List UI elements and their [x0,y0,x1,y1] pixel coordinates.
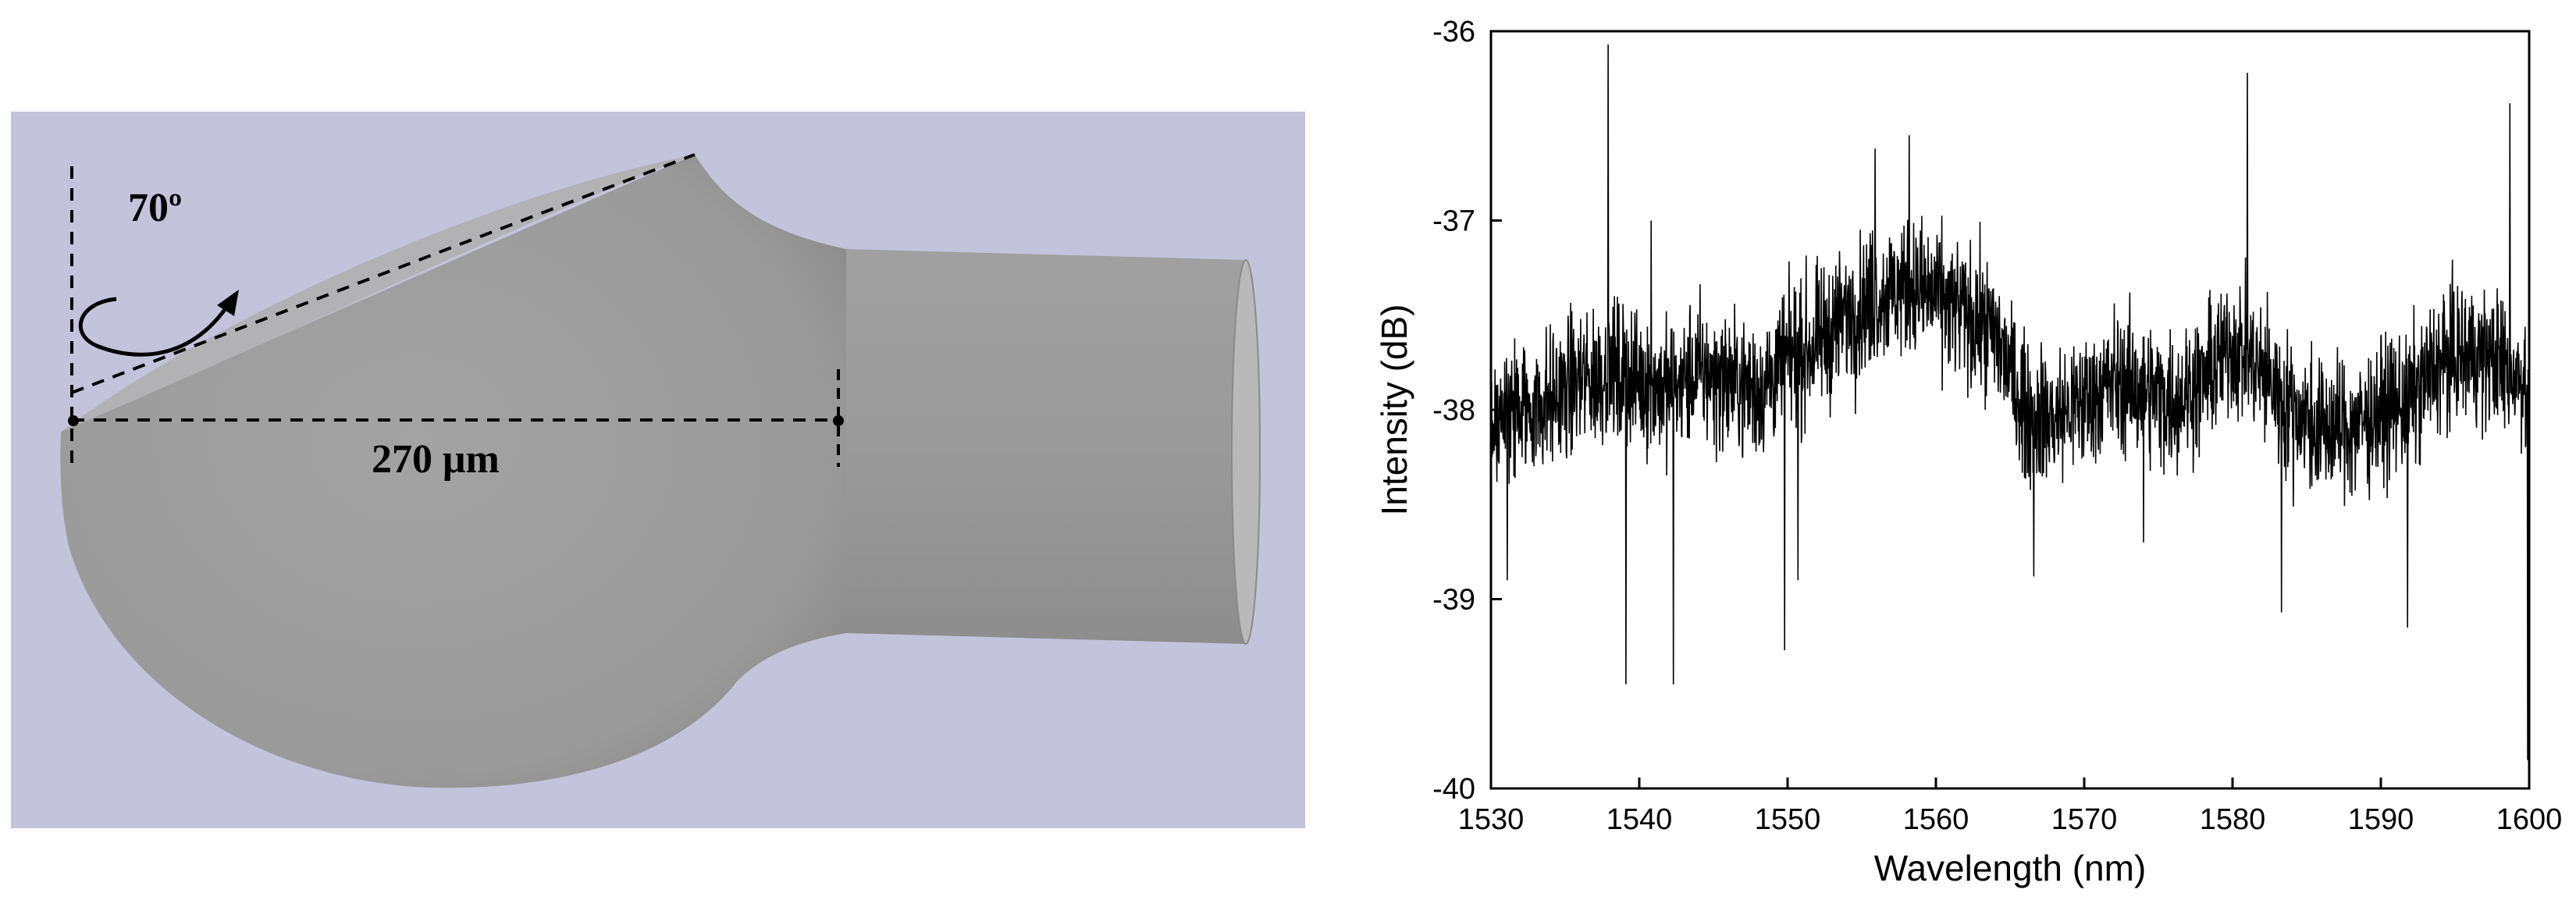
ball-lens-body [60,155,847,788]
y-tick-label: -37 [1432,205,1475,238]
angled-cleave-face [61,155,695,432]
y-tick-label: -36 [1432,16,1475,48]
length-start-dot [68,415,79,426]
x-axis-label: Wavelength (nm) [1874,848,2147,888]
length-label: 270 μm [372,437,500,482]
y-axis-label: Intensity (dB) [1374,304,1414,516]
y-tick-label: -40 [1432,773,1475,806]
x-tick-label: 1540 [1606,803,1673,836]
fiber-end-face [1231,259,1261,645]
fiber-tip-render: 70º 270 μm [11,112,1305,828]
x-tick-label: 1600 [2496,803,2563,836]
angle-arrowhead-icon [217,290,239,316]
fiber-cylinder [846,249,1246,644]
x-tick-label: 1530 [1458,803,1525,836]
x-tick-label: 1550 [1755,803,1821,836]
x-tick-label: 1590 [2348,803,2414,836]
angle-label: 70º [128,186,182,230]
x-tick-label: 1570 [2051,803,2118,836]
angle-arrow [78,297,232,357]
x-axis: 1530 1540 1550 1560 1570 1580 1590 1600 [1458,778,2563,836]
spectrum-line [1490,44,2530,760]
x-tick-label: 1560 [1903,803,1969,836]
y-tick-label: -39 [1432,584,1475,617]
x-tick-label: 1580 [2200,803,2266,836]
angle-line [71,153,696,394]
spectrum-trace [1490,44,2530,760]
spectrum-chart-svg: 1530 1540 1550 1560 1570 1580 1590 1600 -40-39-… [1374,16,2563,888]
y-tick-label: -38 [1432,394,1475,427]
fiber-tip-illustration: 70º 270 μm [11,112,1305,828]
length-end-dot [833,415,844,426]
spectrum-chart: 1530 1540 1550 1560 1570 1580 1590 1600 -40 -39-… [1358,0,2576,911]
y-axis: -40 -39 -38 -37 -36 [1432,16,1502,806]
